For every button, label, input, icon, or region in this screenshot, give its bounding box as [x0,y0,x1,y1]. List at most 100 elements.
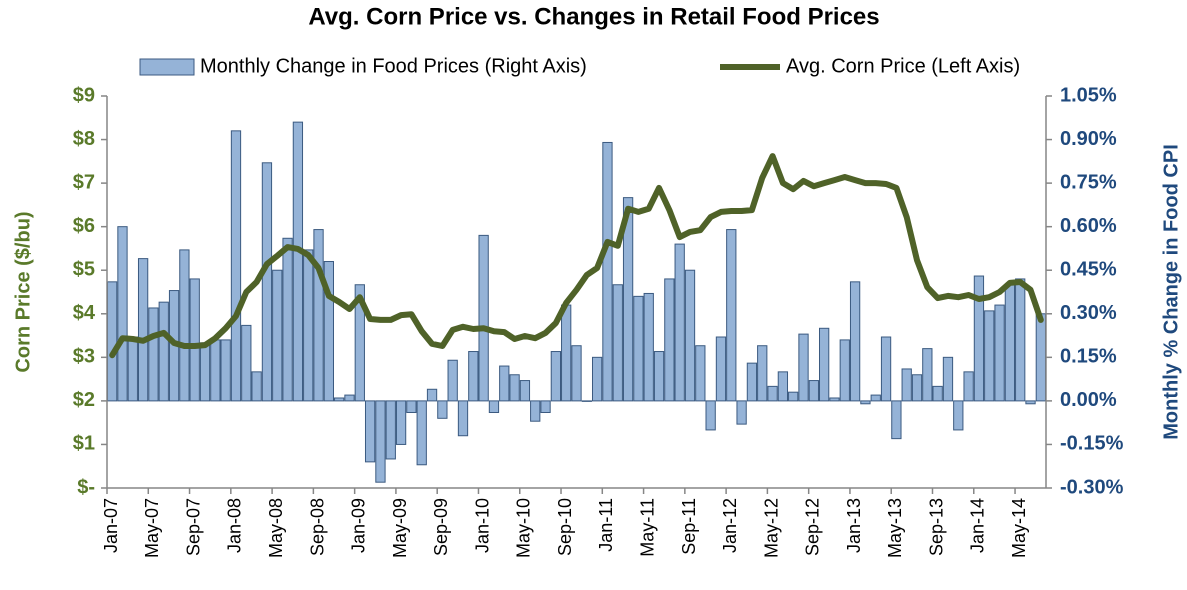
bar [1004,284,1016,402]
y2-tick-label: 0.75% [1060,171,1117,193]
bar [230,130,242,402]
bar [726,229,737,402]
bar [695,345,706,402]
bar [602,141,613,402]
y-tick-label: $6 [73,215,95,237]
bar [633,295,644,402]
bar [788,391,799,402]
bar [334,397,345,402]
bar [571,345,582,402]
bar [849,281,861,402]
bar [715,336,727,402]
bar [1015,278,1026,402]
x-tick-label: Sep-08 [307,498,327,556]
bar [653,351,665,402]
x-tick-label: May-11 [637,498,657,557]
bar [664,278,675,402]
x-tick-label: May-10 [514,498,534,558]
bar [457,400,469,437]
bar [323,261,334,402]
bar [447,359,458,402]
bar [406,400,417,414]
line [109,153,1044,359]
bar [127,336,138,402]
y2-tick-label: -0.30% [1060,476,1124,498]
x-tick-label: Jan-12 [720,498,740,553]
bar [117,226,128,402]
bar [942,356,954,402]
x-tick-label: May-12 [761,498,781,558]
y-axis-label: Corn Price ($/bu) [12,211,34,372]
x-tick-label: May-13 [885,498,905,558]
bar [437,400,448,419]
x-tick-label: May-08 [266,498,286,558]
x-tick-label: Sep-12 [803,498,823,556]
x-tick-label: May-14 [1009,498,1029,558]
bar [973,275,985,402]
bar [272,269,283,402]
bar [385,400,396,460]
bar [179,249,190,402]
bar [746,362,758,402]
y-tick-label: $7 [73,171,95,193]
bar [819,327,830,402]
x-tick-label: Sep-09 [431,498,451,556]
bar [509,374,520,402]
bar [622,197,634,402]
x-tick-label: Jan-13 [844,498,864,553]
y2-tick-label: 0.15% [1060,346,1117,368]
bar [736,400,747,425]
bar [344,394,355,402]
bar [220,339,231,402]
bar [643,292,654,402]
bar [313,229,324,402]
bar [911,374,923,402]
bar [891,400,902,440]
bar [963,371,974,402]
x-tick-label: Jan-11 [596,498,616,552]
bar [478,234,489,402]
bar [1035,313,1046,402]
bar [303,249,314,402]
x-tick-label: Jan-07 [101,498,121,553]
legend-label: Avg. Corn Price (Left Axis) [786,55,1020,77]
y2-tick-label: 1.05% [1060,84,1117,106]
bar [880,336,892,402]
y-tick-label: $5 [73,259,95,281]
bar [550,351,562,402]
bar [612,284,623,402]
bar [901,368,912,402]
bar [808,380,819,402]
bar [158,301,169,402]
y2-axis-label: Monthly % Change in Food CPI [1160,144,1182,440]
bar [107,281,118,402]
bar [798,333,809,402]
bar [953,400,964,431]
bar [870,394,881,402]
bar [499,365,510,402]
y2-tick-label: -0.15% [1060,433,1124,455]
bar [261,162,273,402]
y-tick-label: $8 [73,128,95,150]
y2-tick-label: 0.30% [1060,302,1117,324]
y-tick-label: $9 [73,84,95,106]
y-tick-label: $4 [73,302,96,324]
legend-label: Monthly Change in Food Prices (Right Axi… [200,55,587,77]
bar [426,388,438,402]
x-tick-label: Jan-09 [349,498,369,553]
bar [591,356,603,402]
bar [375,400,386,483]
bar [210,339,221,402]
x-tick-label: Sep-07 [183,498,203,556]
bar [251,371,262,402]
bar [416,400,427,466]
bar [777,371,789,402]
bar [354,284,365,402]
bar [684,269,696,402]
bar [767,385,778,402]
y-tick-label: $2 [73,389,95,411]
bar [488,400,500,414]
bar [860,400,871,405]
chart-title: Avg. Corn Price vs. Changes in Retail Fo… [308,3,879,30]
bar [468,351,479,402]
